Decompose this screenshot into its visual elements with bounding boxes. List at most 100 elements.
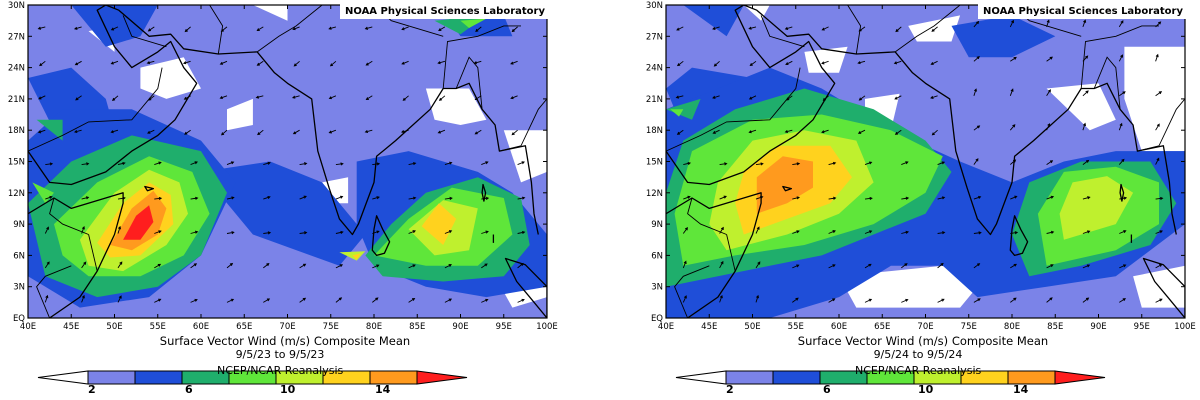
wind-arrow <box>973 88 977 96</box>
y-tick-label: EQ <box>13 314 25 324</box>
wind-arrow <box>44 226 49 234</box>
wind-arrow <box>510 60 518 65</box>
wind-arrow <box>438 26 446 31</box>
contour-band-8-10 <box>670 109 684 117</box>
wind-arrow <box>481 230 489 234</box>
y-tick-label: 18N <box>646 126 663 136</box>
wind-arrow <box>110 60 119 65</box>
country-border <box>1093 56 1121 110</box>
wind-arrow <box>111 95 119 102</box>
wind-arrow <box>1155 123 1160 131</box>
wind-arrow <box>510 95 518 100</box>
wind-arrow <box>784 26 793 30</box>
y-tick-label: EQ <box>651 314 663 324</box>
country-border <box>28 67 163 152</box>
wind-arrow <box>864 161 873 166</box>
wind-arrow <box>1118 54 1123 62</box>
wind-arrow <box>864 298 873 303</box>
x-tick-label: 65E <box>874 322 890 332</box>
wind-arrow <box>930 95 938 99</box>
wind-arrow <box>828 298 836 303</box>
wind-arrow <box>1119 230 1127 234</box>
wind-arrow <box>1009 19 1014 28</box>
contour-band-below-2 <box>1124 46 1185 152</box>
wind-arrow <box>148 95 155 101</box>
wind-arrow <box>1046 230 1055 234</box>
wind-arrow <box>299 263 307 269</box>
contour-band-14-16 <box>756 156 813 214</box>
x-tick-label: 50E <box>744 322 760 332</box>
contour-band-4-6 <box>71 5 158 47</box>
wind-arrow <box>154 263 162 269</box>
contour-band-below-2 <box>1046 83 1116 131</box>
wind-arrow <box>226 231 235 235</box>
wind-arrow <box>75 95 82 101</box>
wind-arrow <box>1155 298 1163 303</box>
wind-arrow <box>154 230 162 234</box>
coastline <box>28 5 198 186</box>
wind-arrow <box>937 161 946 166</box>
y-tick-label: 30N <box>8 1 25 11</box>
contour-band-below-2 <box>425 88 487 125</box>
wind-arrow <box>226 262 234 269</box>
island-outline <box>1142 257 1185 318</box>
x-tick-label: 40E <box>20 322 36 332</box>
country-border <box>674 265 710 318</box>
contour-band-below-2 <box>743 5 770 21</box>
colorbar-label-10: 10 <box>918 383 934 396</box>
colorbar-label-2: 2 <box>726 383 734 396</box>
x-tick-label: 90E <box>452 322 468 332</box>
wind-arrow <box>256 60 264 66</box>
wind-arrow <box>444 196 453 200</box>
wind-arrow <box>154 298 162 303</box>
wind-arrow <box>73 26 82 30</box>
wind-arrow <box>1155 91 1163 97</box>
wind-arrow <box>335 162 344 166</box>
wind-arrow <box>226 298 235 303</box>
country-border <box>847 5 862 55</box>
wind-arrow <box>973 125 981 131</box>
wind-arrow <box>676 26 684 31</box>
wind-arrow <box>147 129 155 134</box>
wind-arrow <box>683 195 691 200</box>
colorbar-label-10: 10 <box>280 383 296 396</box>
wind-arrow <box>37 26 46 30</box>
wind-arrow <box>444 161 453 166</box>
contour-band-10-12 <box>339 251 366 261</box>
colorbar-segment <box>772 370 821 385</box>
y-tick-label: 12N <box>8 189 25 199</box>
wind-arrow <box>1118 122 1123 131</box>
wind-arrow <box>858 26 866 32</box>
wind-arrow <box>785 95 793 101</box>
wind-arrow <box>517 196 526 200</box>
wind-arrow <box>117 161 126 166</box>
wind-arrow <box>517 230 526 235</box>
colorbar-label-2: 2 <box>88 383 96 396</box>
wind-arrow <box>37 129 46 134</box>
x-tick-label: 45E <box>63 322 79 332</box>
wind-vectors <box>675 19 1164 303</box>
wind-arrow <box>292 26 300 31</box>
x-tick-label: 60E <box>193 322 209 332</box>
contour-band-8-10 <box>460 18 487 28</box>
coastline <box>666 5 836 186</box>
wind-arrow <box>1082 55 1089 62</box>
wind-arrow <box>438 95 446 101</box>
y-tick-label: 6N <box>651 251 663 261</box>
country-border <box>760 15 805 48</box>
wind-arrow <box>937 231 946 235</box>
map-caption: Surface Vector Wind (m/s) Composite Mean <box>159 334 411 348</box>
wind-arrow <box>1082 159 1090 165</box>
wind-arrow <box>328 95 337 100</box>
x-tick-label: 50E <box>106 322 122 332</box>
x-tick-label: 85E <box>1047 322 1063 332</box>
wind-arrow <box>263 231 272 235</box>
wind-arrow <box>263 161 271 166</box>
wind-arrow <box>474 129 482 135</box>
wind-arrow <box>1155 21 1162 28</box>
x-tick-label: 80E <box>1004 322 1020 332</box>
wind-arrow <box>755 162 764 166</box>
wind-arrow <box>792 162 801 166</box>
island-outline <box>144 185 155 192</box>
wind-arrow <box>1046 195 1055 200</box>
